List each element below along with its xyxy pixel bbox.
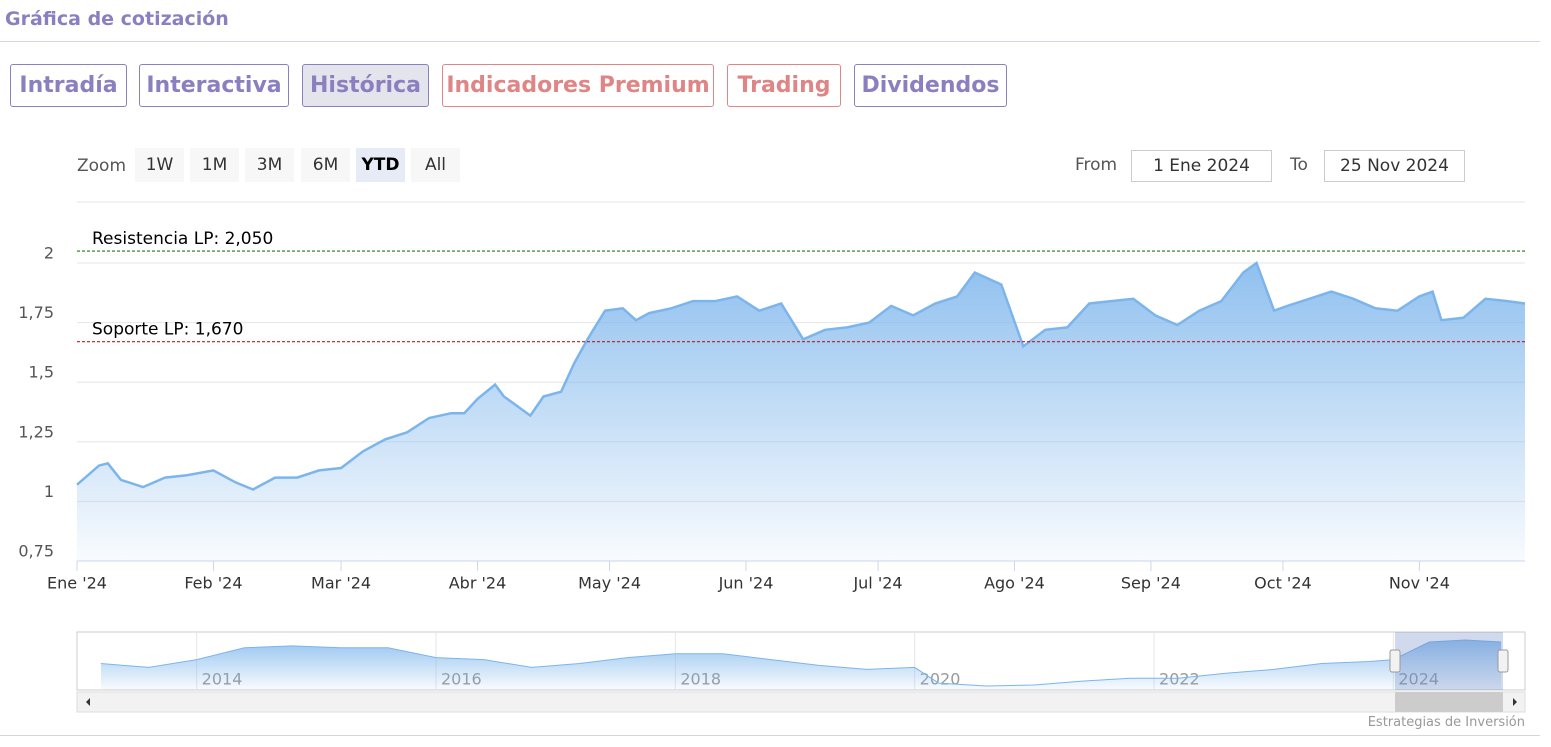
navigator-handle[interactable] xyxy=(1389,649,1401,673)
x-tick-label: May '24 xyxy=(578,574,641,593)
tab[interactable]: Trading xyxy=(727,64,841,107)
area-fill xyxy=(77,263,1525,561)
divider xyxy=(0,735,1540,736)
to-label: To xyxy=(1290,155,1308,175)
x-tick-label: Ene '24 xyxy=(47,574,107,593)
x-tick-label: Sep '24 xyxy=(1121,574,1181,593)
zoom-button[interactable]: YTD xyxy=(356,148,405,182)
tab[interactable]: Indicadores Premium xyxy=(442,64,714,107)
navigator-area xyxy=(100,640,1502,690)
from-label: From xyxy=(1075,155,1118,175)
zoom-button[interactable]: 3M xyxy=(245,148,294,182)
y-tick-label: 1 xyxy=(44,482,54,501)
scrollbar-thumb[interactable] xyxy=(1395,692,1503,712)
y-tick-label: 1,5 xyxy=(29,363,54,382)
x-tick-label: Jul '24 xyxy=(852,574,902,593)
tab[interactable]: Interactiva xyxy=(139,64,289,107)
tab[interactable]: Intradía xyxy=(10,64,127,107)
navigator-mask xyxy=(1395,632,1503,690)
x-tick-label: Feb '24 xyxy=(184,574,242,593)
x-tick-label: Oct '24 xyxy=(1254,574,1312,593)
price-line xyxy=(76,261,1526,491)
tab[interactable]: Histórica xyxy=(302,64,429,107)
zoom-button[interactable]: 1W xyxy=(135,148,184,182)
level-label: Resistencia LP: 2,050 xyxy=(92,229,273,249)
zoom-button[interactable]: All xyxy=(411,148,460,182)
y-tick-label: 0,75 xyxy=(18,542,54,561)
x-tick-label: Abr '24 xyxy=(449,574,507,593)
from-input[interactable]: 1 Ene 2024 xyxy=(1131,150,1272,182)
zoom-button[interactable]: 1M xyxy=(190,148,239,182)
x-tick-label: Nov '24 xyxy=(1389,574,1450,593)
to-input[interactable]: 25 Nov 2024 xyxy=(1324,150,1465,182)
tab[interactable]: Dividendos xyxy=(854,64,1007,107)
divider xyxy=(0,41,1540,42)
y-tick-label: 1,25 xyxy=(18,422,54,441)
zoom-label: Zoom xyxy=(77,156,127,176)
level-label: Soporte LP: 1,670 xyxy=(92,320,243,340)
x-tick-label: Ago '24 xyxy=(984,574,1045,593)
scrollbar-track xyxy=(76,691,1526,713)
y-tick-label: 1,75 xyxy=(18,303,54,322)
navigator-line xyxy=(100,639,1502,687)
navigator-handle[interactable] xyxy=(1497,649,1509,673)
x-tick-label: Mar '24 xyxy=(311,574,371,593)
scroll-right xyxy=(1513,698,1517,706)
zoom-button[interactable]: 6M xyxy=(301,148,350,182)
scroll-left xyxy=(86,698,90,706)
credit: Estrategias de Inversión xyxy=(1367,715,1525,730)
x-tick-label: Jun '24 xyxy=(718,574,774,593)
page-title: Gráfica de cotización xyxy=(5,8,229,30)
y-tick-label: 2 xyxy=(44,244,54,263)
